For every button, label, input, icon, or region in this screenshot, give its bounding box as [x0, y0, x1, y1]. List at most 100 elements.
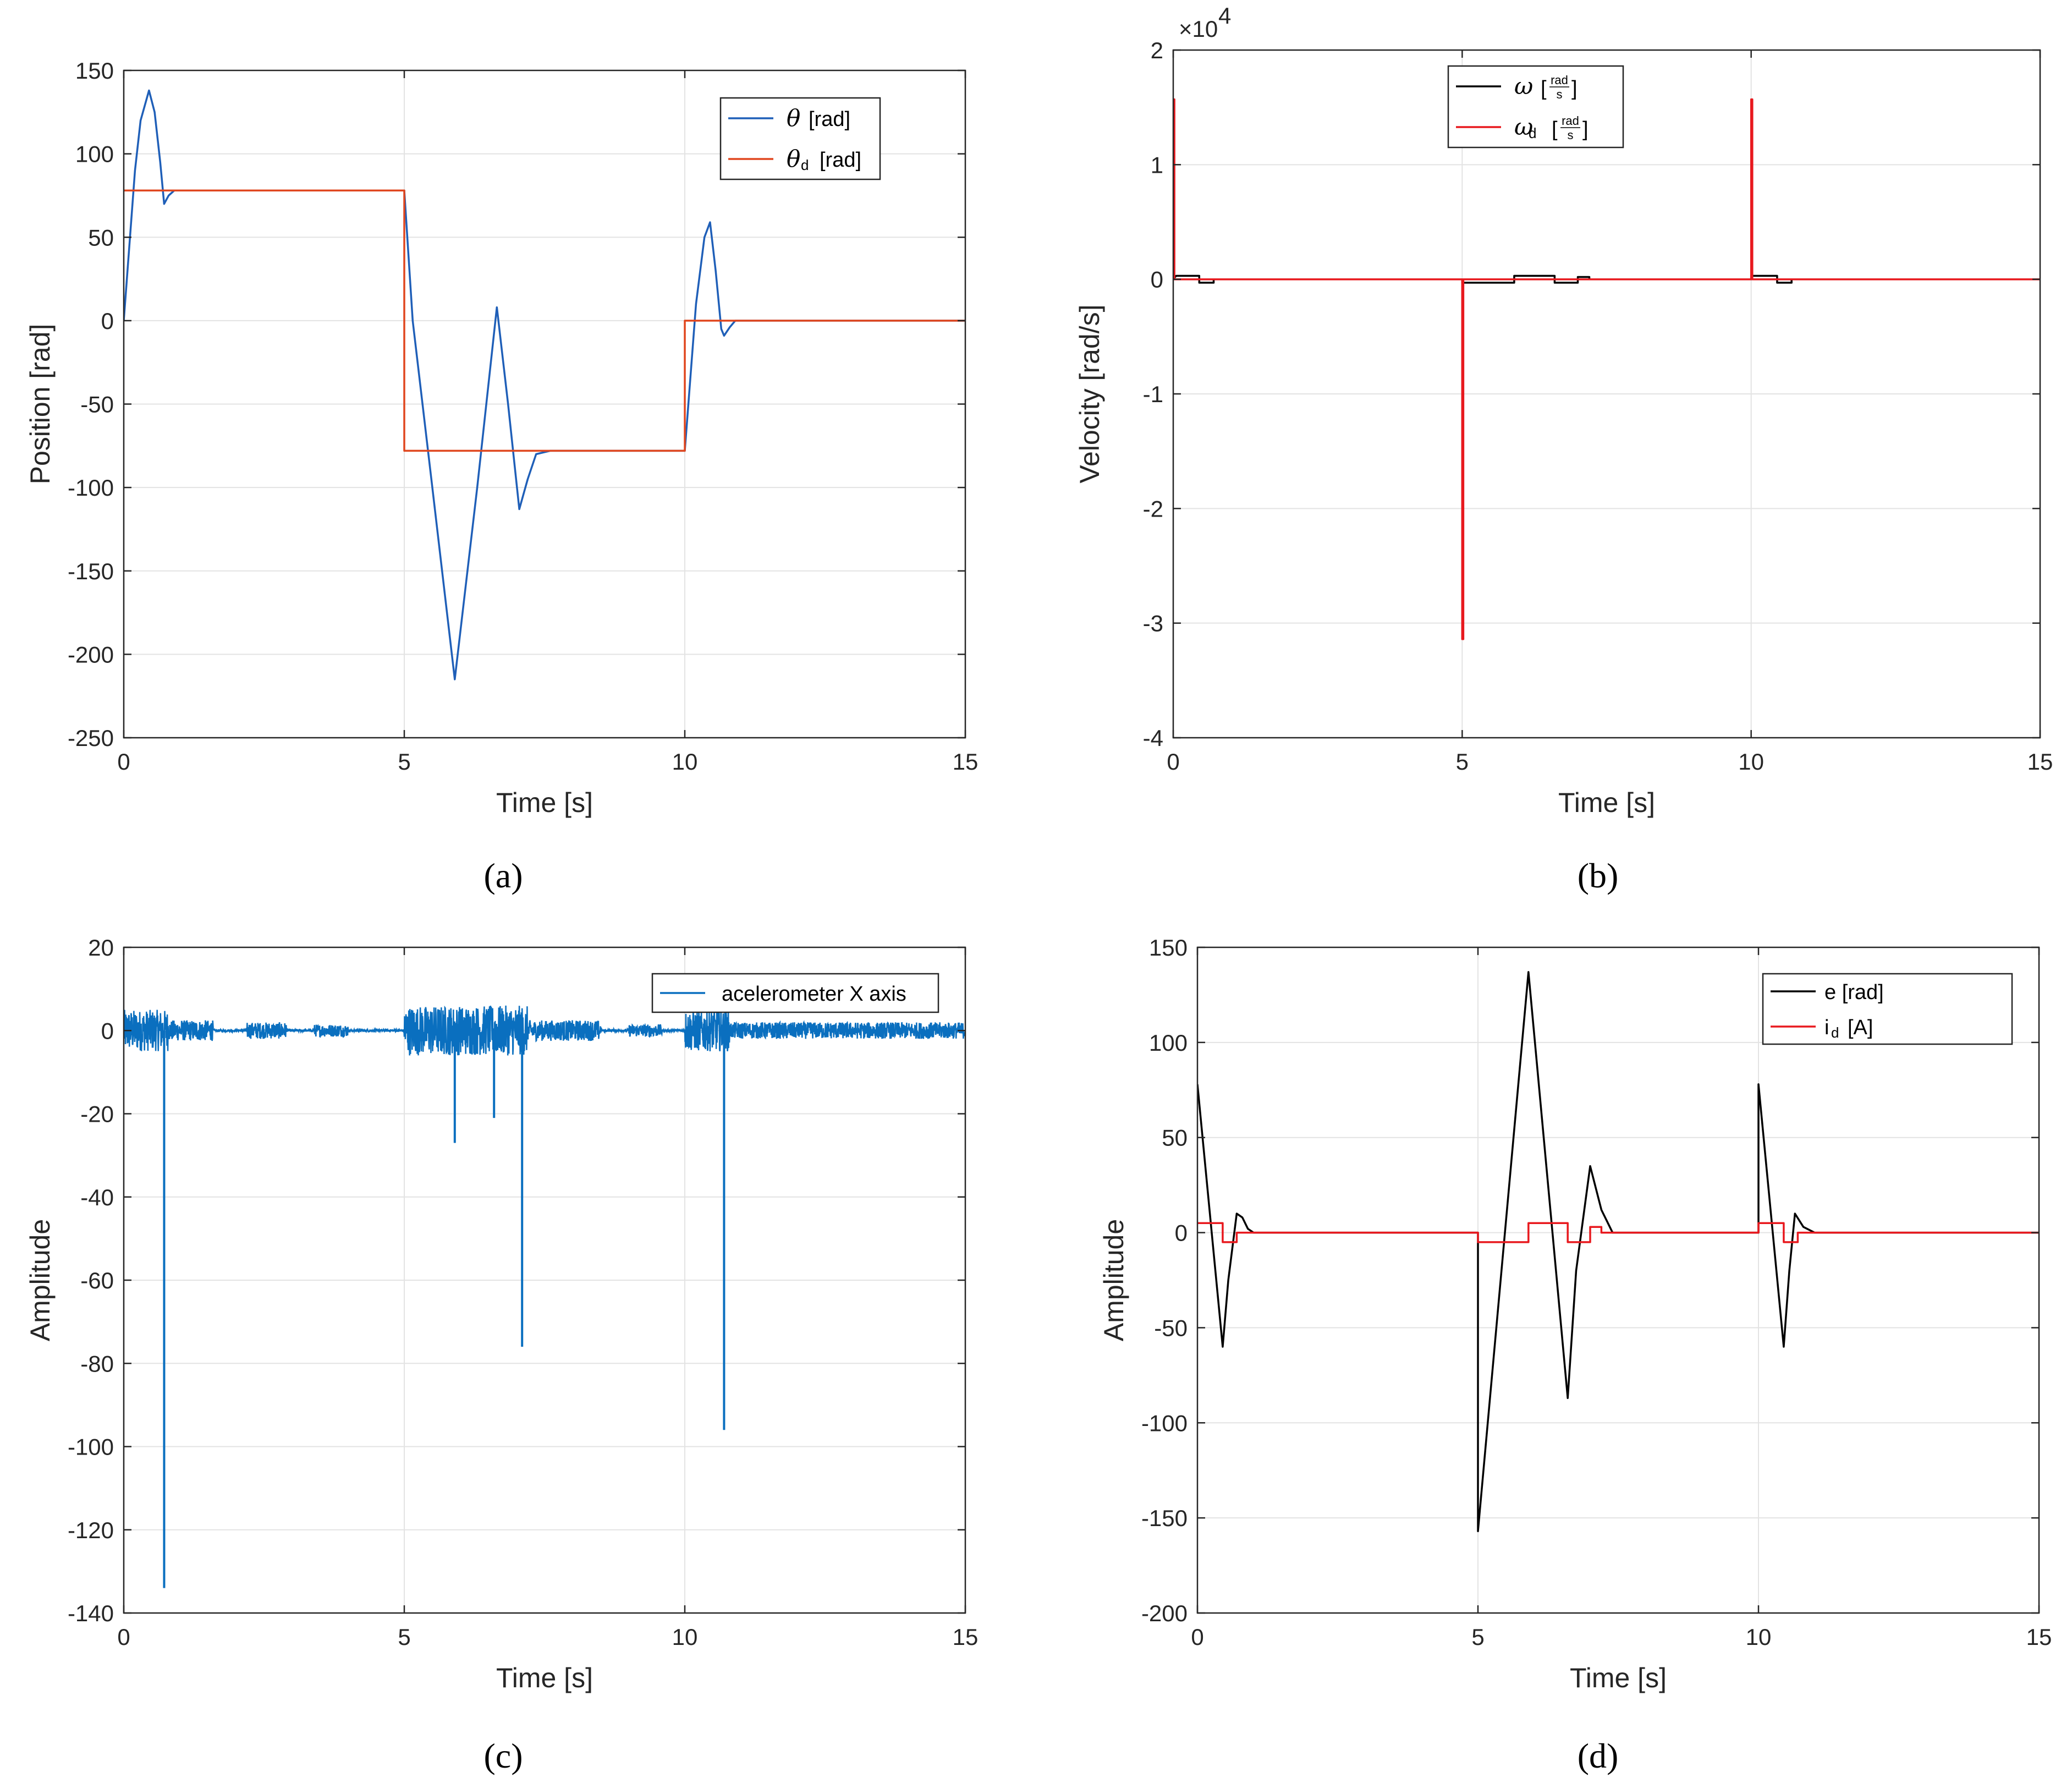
legend-a: θ [rad]θ d [rad]	[719, 97, 881, 180]
xtick-label: 15	[953, 1624, 979, 1650]
ytick-label: -40	[80, 1184, 114, 1210]
panel-c: 0 5 10 15 20 0 -20 -40 -60 -80 -100 -120 -140 Time [s…	[25, 935, 978, 1693]
ytick-label: -4	[1143, 725, 1163, 751]
legend-symbol: ω	[1514, 73, 1533, 100]
ytick-label: 20	[88, 935, 114, 961]
ytick-label: -50	[1154, 1315, 1188, 1341]
y-axis-label: Amplitude	[25, 1219, 56, 1341]
series-omega_d	[1173, 98, 2040, 640]
ytick-label: -3	[1143, 611, 1163, 637]
xtick-label: 0	[1191, 1624, 1203, 1650]
ytick-label: 150	[75, 58, 114, 84]
ytick-label: -150	[68, 558, 114, 584]
legend-label-symbol: i	[1824, 1016, 1829, 1039]
ytick-label: 100	[75, 141, 114, 167]
legend-subscript: d	[801, 157, 809, 173]
ytick-label: -1	[1143, 381, 1163, 407]
ytick-label: -140	[68, 1600, 114, 1626]
panel-a: 0 5 10 15 150 100 50 0 -50 -100 -150 -200 -250 Time […	[25, 58, 978, 818]
legend-unit: [rad]	[820, 149, 861, 172]
xtick-label: 10	[1746, 1624, 1772, 1650]
legend-unit: [rad]	[809, 108, 850, 131]
legend-label-unit: [A]	[1848, 1016, 1873, 1039]
ytick-label: -2	[1143, 496, 1163, 522]
legend-frac-num: rad	[1551, 73, 1568, 87]
xtick-label: 5	[1471, 1624, 1484, 1650]
ytick-label: 0	[101, 1018, 114, 1044]
ytick-label: -60	[80, 1268, 114, 1293]
y-axis-label: Position [rad]	[25, 324, 56, 485]
legend-bracket-open: [	[1541, 77, 1547, 100]
ytick-label: -200	[68, 641, 114, 667]
xtick-label: 15	[953, 749, 979, 775]
caption-a: (a)	[483, 856, 523, 895]
ytick-label: -120	[68, 1517, 114, 1543]
ytick-label: 50	[88, 224, 114, 250]
series-i_d	[1197, 1222, 2039, 1243]
legend-box	[1762, 973, 2013, 1045]
caption-b: (b)	[1578, 856, 1619, 895]
ytick-label: -50	[80, 392, 114, 418]
legend-symbol: ω	[1514, 113, 1533, 140]
plot-area-b	[1173, 98, 2040, 640]
x-axis-label: Time [s]	[496, 1663, 593, 1693]
ytick-label: -100	[68, 475, 114, 501]
xtick-label: 0	[117, 749, 130, 775]
legend-bracket-close: ]	[1582, 118, 1589, 141]
legend-unit: acelerometer X axis	[722, 983, 906, 1006]
series-theta_d	[124, 189, 965, 452]
series-accel_x	[124, 1005, 965, 1056]
caption-d: (d)	[1578, 1736, 1619, 1775]
legend-label-sub: d	[1831, 1024, 1839, 1041]
ytick-label: -150	[1141, 1505, 1188, 1531]
legend-frac-num: rad	[1562, 114, 1579, 128]
legend-box	[1447, 65, 1624, 149]
legend-c: acelerometer X axis	[651, 973, 939, 1013]
caption-c: (c)	[483, 1736, 523, 1775]
legend-symbol: θ	[787, 105, 800, 131]
xtick-label: 15	[2027, 749, 2053, 775]
xtick-label: 10	[672, 1624, 698, 1650]
ytick-label: 100	[1149, 1030, 1188, 1056]
xtick-label: 15	[2026, 1624, 2052, 1650]
ytick-label: -100	[1141, 1410, 1188, 1436]
exponent-power: 4	[1218, 3, 1231, 29]
series-e	[1197, 971, 2039, 1533]
xtick-label: 0	[1167, 749, 1179, 775]
plot-area-d	[1197, 971, 2039, 1533]
xtick-label: 0	[117, 1624, 130, 1650]
grid-a	[124, 70, 965, 738]
legend-frac-den: s	[1557, 87, 1563, 101]
xtick-label: 5	[398, 749, 410, 775]
ytick-label: 50	[1162, 1125, 1188, 1151]
panel-d: 0 5 10 15 150 100 50 0 -50 -100 -150 -200 Time [s] Am…	[1098, 935, 2052, 1693]
exponent-label: ×10	[1179, 16, 1218, 42]
series-omega	[1173, 275, 2040, 284]
ytick-label: 2	[1151, 37, 1163, 63]
y-axis-label: Amplitude	[1098, 1219, 1129, 1341]
ytick-label: -20	[80, 1101, 114, 1127]
legend-label: e [rad]	[1824, 981, 1884, 1004]
xtick-label: 10	[1738, 749, 1764, 775]
legend-symbol: θ	[787, 145, 800, 172]
axes-box-d	[1196, 946, 2040, 1614]
ytick-label: 150	[1149, 935, 1188, 961]
legend-d: e [rad] i d [A]	[1762, 973, 2013, 1045]
ytick-label: 0	[101, 308, 114, 334]
legend-subscript: d	[1529, 125, 1536, 141]
plot-area-c	[124, 1005, 965, 1588]
x-axis-label: Time [s]	[1570, 1663, 1667, 1693]
ytick-label: -250	[68, 725, 114, 751]
ytick-label: 0	[1151, 267, 1163, 293]
xtick-label: 10	[672, 749, 698, 775]
legend-box	[719, 97, 881, 180]
legend-frac-den: s	[1568, 128, 1574, 142]
xtick-label: 5	[1456, 749, 1469, 775]
plot-area-a	[124, 89, 965, 681]
series-theta	[124, 89, 965, 681]
ytick-label: 1	[1151, 152, 1163, 178]
ytick-label: -80	[80, 1351, 114, 1376]
x-axis-label: Time [s]	[1558, 787, 1655, 818]
